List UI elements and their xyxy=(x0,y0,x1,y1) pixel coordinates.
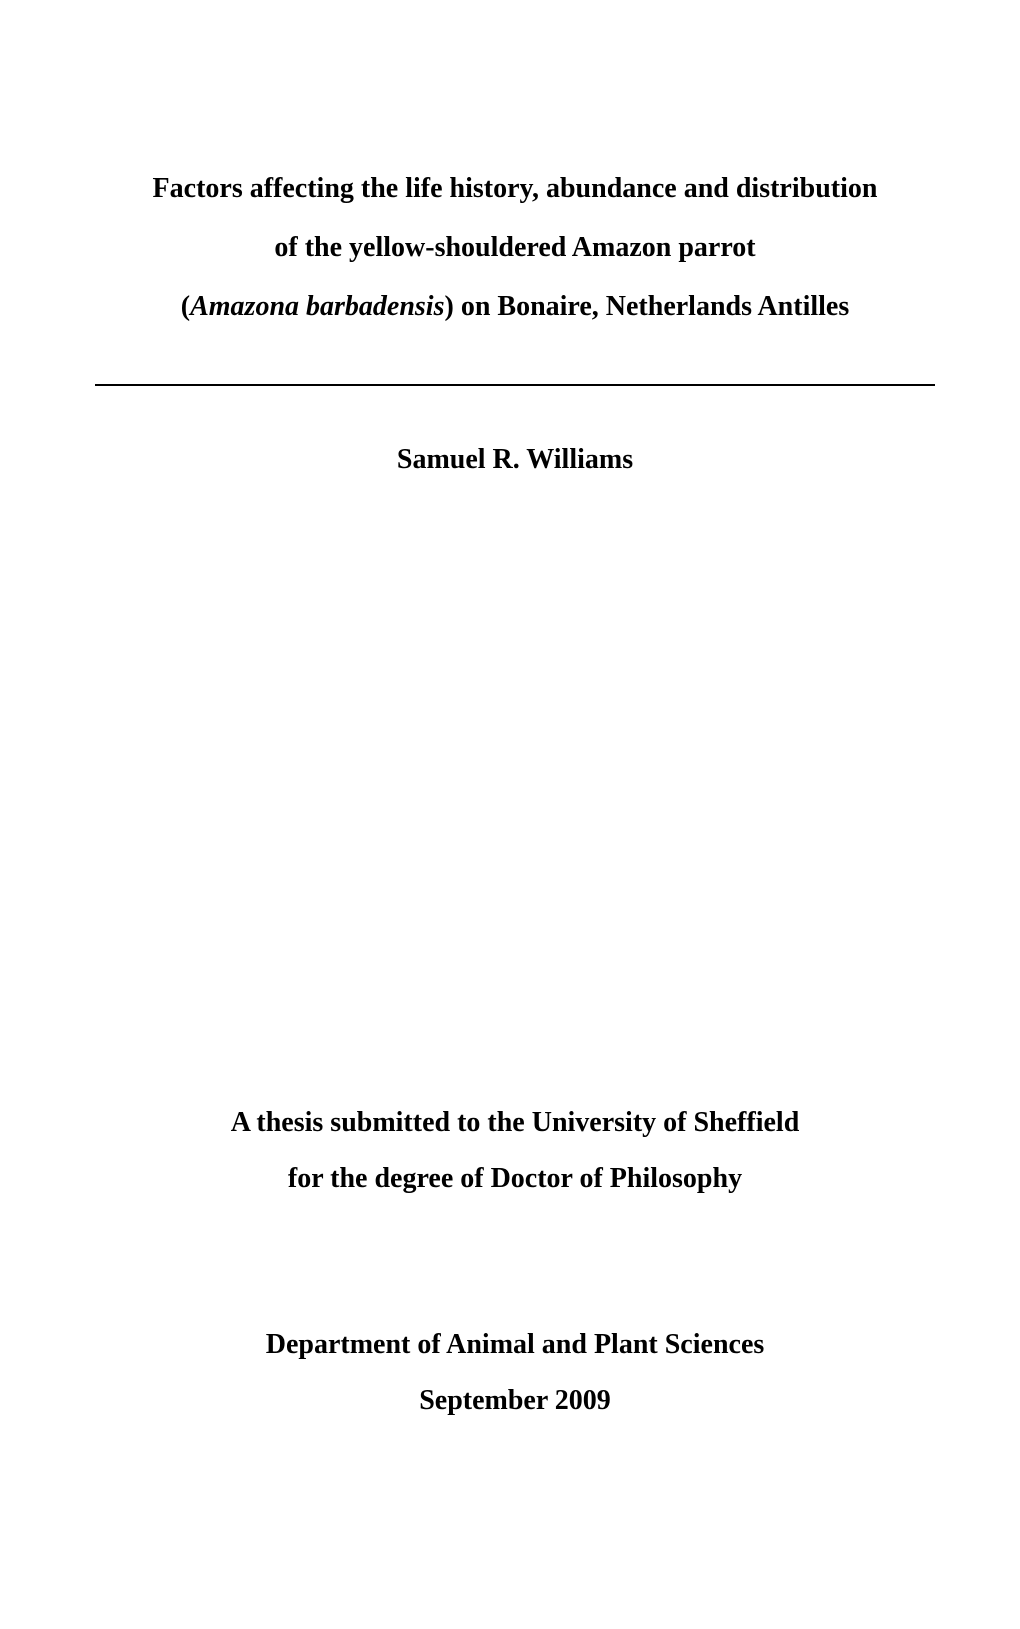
thesis-title: Factors affecting the life history, abun… xyxy=(95,160,935,336)
author-name: Samuel R. Williams xyxy=(95,444,935,476)
vertical-spacer xyxy=(95,476,935,1095)
title-line-3: (Amazona barbadensis) on Bonaire, Nether… xyxy=(95,278,935,337)
title-paren-open: ( xyxy=(181,291,190,322)
department-line: Department of Animal and Plant Sciences xyxy=(95,1317,935,1373)
date-line: September 2009 xyxy=(95,1373,935,1429)
title-divider xyxy=(95,384,935,386)
title-species-italic: Amazona barbadensis xyxy=(190,291,444,322)
title-line-2: of the yellow-shouldered Amazon parrot xyxy=(95,219,935,278)
submission-line-1: A thesis submitted to the University of … xyxy=(95,1095,935,1151)
title-line-3-rest: ) on Bonaire, Netherlands Antilles xyxy=(445,291,850,322)
submission-statement: A thesis submitted to the University of … xyxy=(95,1095,935,1207)
department-block: Department of Animal and Plant Sciences … xyxy=(95,1317,935,1429)
title-line-1: Factors affecting the life history, abun… xyxy=(95,160,935,219)
submission-line-2: for the degree of Doctor of Philosophy xyxy=(95,1151,935,1207)
